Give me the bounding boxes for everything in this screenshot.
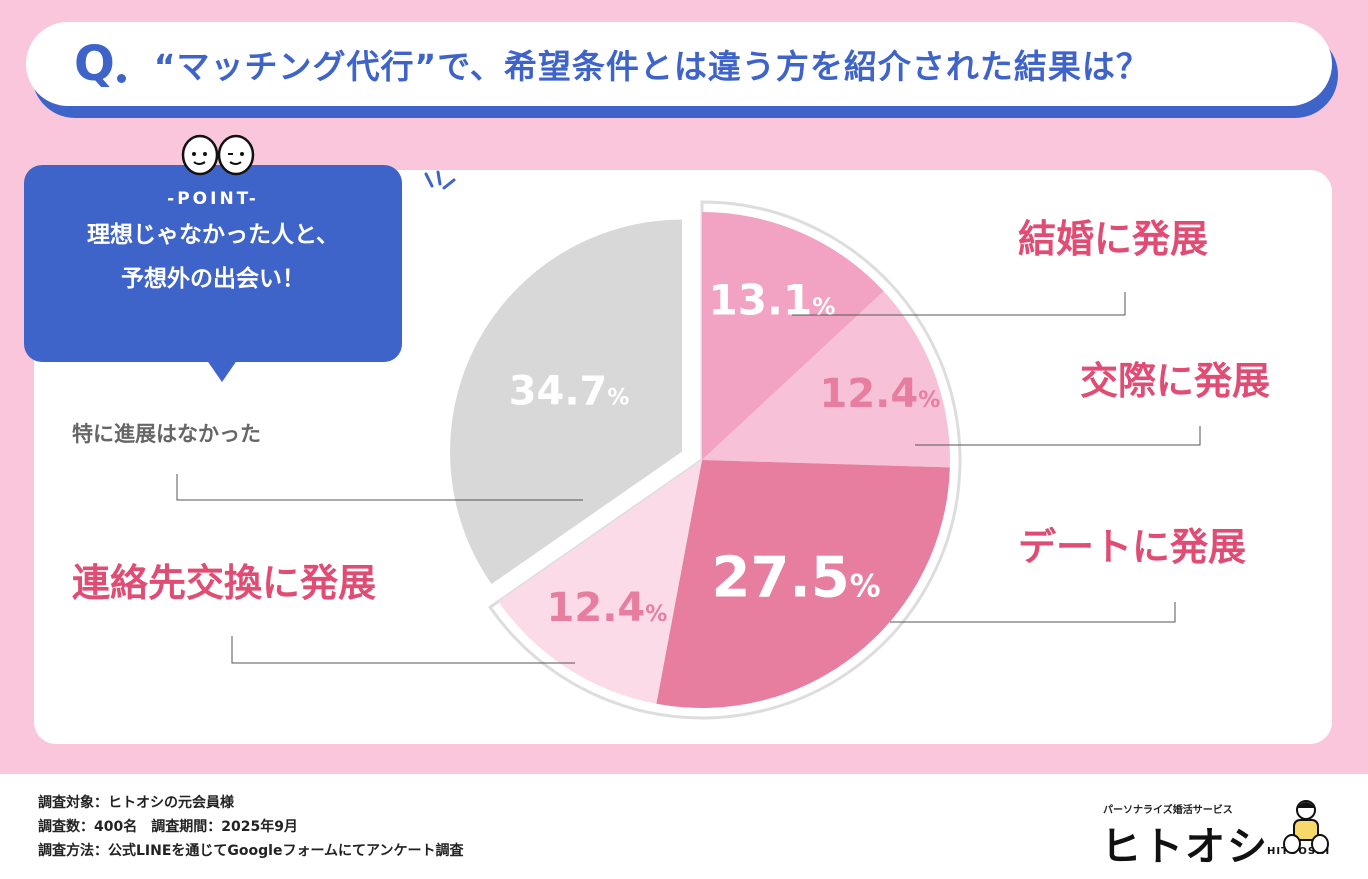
- leader-line-date: [890, 602, 1176, 623]
- leader-line-marriage: [792, 292, 1126, 316]
- question-bar: Q “マッチング代行”で、希望条件とは違う方を紹介された結果は？: [26, 22, 1332, 106]
- pie-slice-dating: [702, 291, 951, 468]
- label-dating: 交際に発展: [1080, 359, 1271, 403]
- point-line-1: 理想じゃなかった人と、: [86, 222, 340, 248]
- pie-slice-contact: [498, 460, 702, 704]
- two-faces-icon: [181, 134, 255, 176]
- brand-logo-text: ヒトオシ: [1101, 824, 1269, 870]
- point-label: -POINT-: [167, 189, 259, 209]
- question-dot: [116, 73, 126, 83]
- footer-survey-count: 調査数：400名 調査期間：2025年9月: [38, 819, 298, 835]
- footer-survey-method: 調査方法：公式LINEを通じてGoogleフォームにてアンケート調査: [38, 843, 464, 859]
- pie-slice-marriage: [702, 212, 884, 460]
- pie-slice-no-progress: [450, 219, 683, 585]
- label-no-progress: 特に進展はなかった: [72, 422, 261, 446]
- leader-line-no-progress: [176, 474, 583, 501]
- leader-line-contact: [231, 636, 575, 664]
- footer: 調査対象：ヒトオシの元会員様 調査数：400名 調査期間：2025年9月 調査方…: [0, 774, 1368, 879]
- brand-logo-english: HITOOSHI: [1267, 846, 1331, 857]
- point-line-2: 予想外の出会い！: [121, 266, 305, 292]
- footer-survey-target: 調査対象：ヒトオシの元会員様: [38, 795, 234, 811]
- brand-character-icon: [1283, 800, 1329, 854]
- sparkle-lines-icon: [424, 170, 456, 190]
- question-mark: Q: [74, 36, 115, 92]
- label-date: デートに発展: [1018, 525, 1247, 569]
- label-marriage: 結婚に発展: [1018, 217, 1209, 261]
- leader-line-dating: [915, 426, 1201, 446]
- label-contact: 連絡先交換に発展: [72, 561, 377, 605]
- pie-slice-date: [656, 460, 950, 708]
- question-title: “マッチング代行”で、希望条件とは違う方を紹介された結果は？: [153, 47, 1150, 86]
- point-bubble-tail: [204, 356, 240, 382]
- point-bubble: -POINT- 理想じゃなかった人と、 予想外の出会い！: [24, 165, 402, 362]
- brand-tagline: パーソナライズ婚活サービス: [1103, 805, 1233, 816]
